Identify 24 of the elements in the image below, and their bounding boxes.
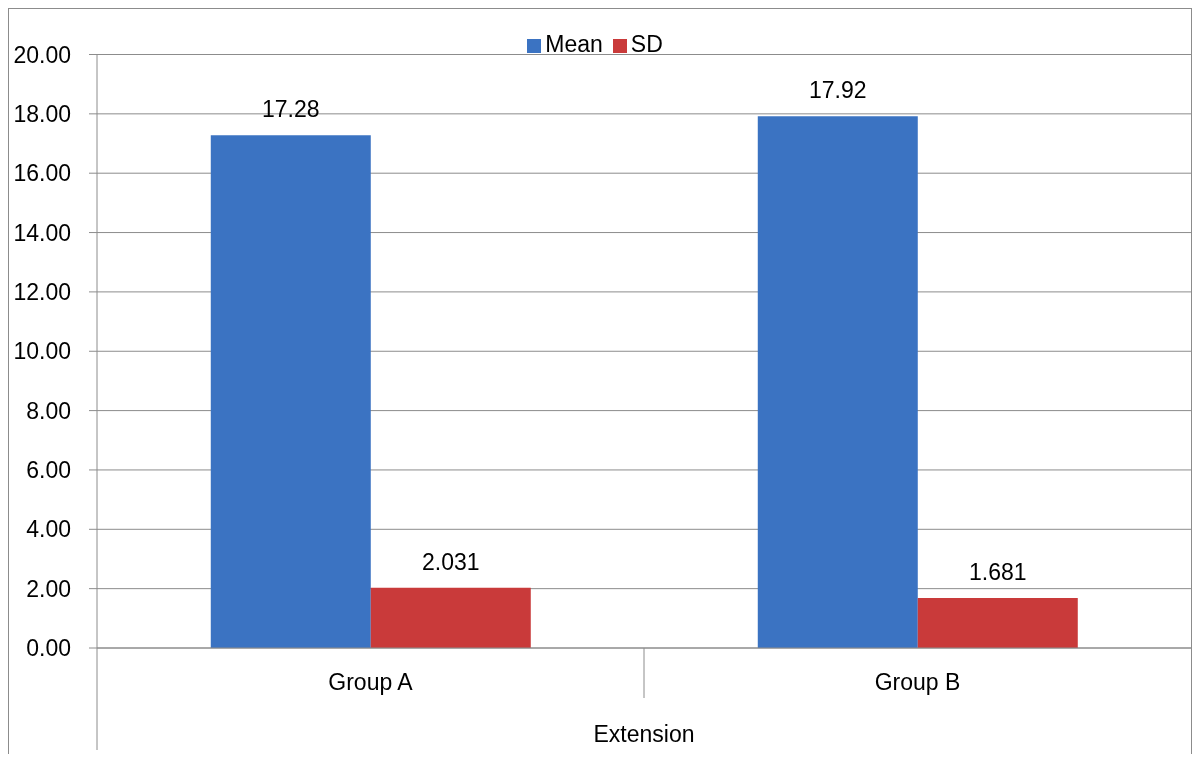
- y-tick-label: 0.00: [26, 635, 71, 662]
- y-tick-label: 16.00: [13, 160, 71, 187]
- data-label: 2.031: [421, 548, 480, 575]
- bar: [757, 116, 918, 648]
- bar: [210, 135, 371, 648]
- y-tick-label: 6.00: [26, 457, 71, 484]
- y-tick-label: 10.00: [13, 338, 71, 365]
- data-label: 1.681: [968, 559, 1027, 586]
- data-label: 17.28: [261, 96, 320, 123]
- y-tick-label: 14.00: [13, 219, 71, 246]
- legend-label: SD: [630, 31, 663, 57]
- legend-label: Mean: [545, 31, 603, 57]
- y-tick-label: 8.00: [26, 397, 71, 424]
- y-tick-label: 12.00: [13, 279, 71, 306]
- bar: [917, 598, 1078, 648]
- y-tick-label: 2.00: [26, 575, 71, 602]
- y-tick-label: 20.00: [13, 41, 71, 68]
- data-label: 17.92: [808, 77, 867, 104]
- x-tick-label: Group A: [328, 669, 414, 695]
- y-tick-label: 18.00: [13, 101, 71, 128]
- y-tick-label: 4.00: [26, 516, 71, 543]
- bar: [370, 587, 531, 648]
- x-tick-label: Group B: [874, 669, 961, 695]
- x-axis-title: Extension: [593, 721, 695, 747]
